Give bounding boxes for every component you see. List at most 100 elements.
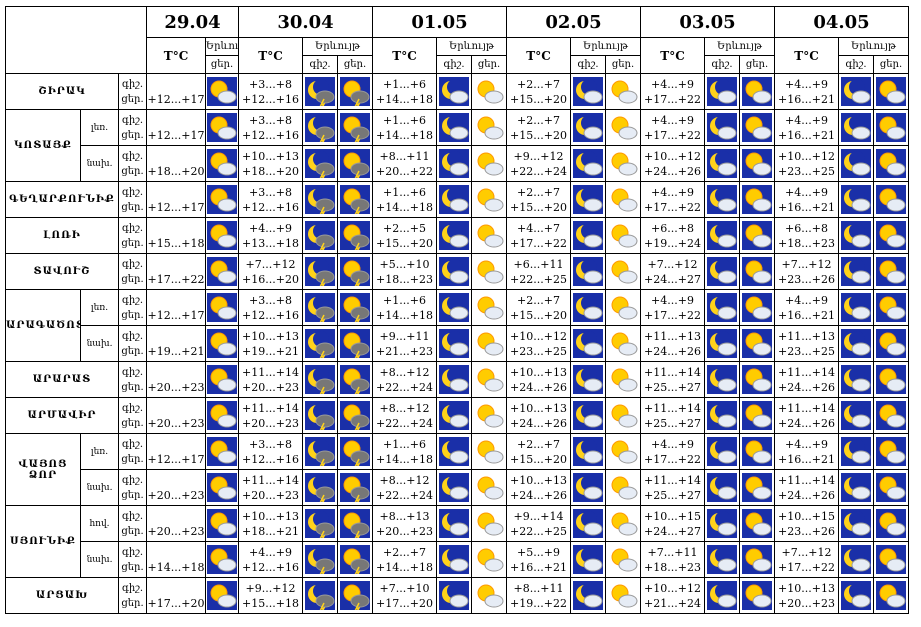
- temperature: +10...+12 +21...+24: [640, 577, 706, 614]
- night-temp: +8...+11: [379, 149, 430, 163]
- icon-cell: [838, 109, 875, 146]
- night-temp: +5...+9: [517, 545, 560, 559]
- night-temp: +10...+13: [242, 509, 299, 523]
- icon-cell: [570, 217, 607, 254]
- temperature: +1...+6 +14...+18: [372, 73, 438, 110]
- night-temp: +8...+12: [379, 401, 430, 415]
- day-temp: +20...+22: [376, 164, 433, 178]
- icon-cell: [436, 145, 473, 182]
- night-temp: +7...+10: [379, 581, 430, 595]
- zone-label: հով.: [80, 505, 119, 542]
- icon-cell: [205, 253, 240, 290]
- day-label: ցեր.: [121, 165, 144, 177]
- weather-icon: [707, 509, 738, 538]
- weather-icon: [474, 149, 505, 178]
- temperature: +10...+12 +23...+25: [774, 145, 840, 182]
- night-temp: +2...+7: [517, 113, 560, 127]
- temperature: +12...+17: [146, 289, 207, 326]
- temp-header: T°C: [774, 37, 840, 74]
- icon-cell: [337, 109, 374, 146]
- night-temp: +11...+13: [778, 329, 835, 343]
- night-temp: +4...+9: [785, 77, 828, 91]
- icon-cell: [570, 433, 607, 470]
- night-temp: +2...+5: [383, 221, 426, 235]
- icon-cell: [471, 289, 508, 326]
- weather-icon: [474, 113, 505, 142]
- weather-icon: [340, 509, 371, 538]
- temperature: +4...+9 +16...+21: [774, 433, 840, 470]
- weather-icon: [876, 329, 907, 358]
- day-temp: +15...+20: [376, 236, 433, 250]
- icon-cell: [838, 361, 875, 398]
- icon-cell: [873, 109, 910, 146]
- temperature: +2...+7 +15...+20: [506, 73, 572, 110]
- icon-cell: [873, 397, 910, 434]
- icon-cell: [205, 397, 240, 434]
- weather-icon: [207, 365, 238, 394]
- weather-icon: [474, 185, 505, 214]
- time-labels: գիշ. ցեր.: [117, 325, 148, 362]
- day-temp: +22...+24: [376, 416, 433, 430]
- icon-cell: [873, 541, 910, 578]
- spacer: [148, 293, 205, 308]
- weather-icon: [742, 293, 773, 322]
- zone-label: նախ.: [80, 325, 119, 362]
- spacer: [148, 221, 205, 236]
- icon-cell: [205, 217, 240, 254]
- weather-icon: [207, 329, 238, 358]
- night-temp: +4...+9: [785, 185, 828, 199]
- region-name: ԳԵՂԱՐՔՈՒՆԻՔ: [5, 181, 119, 218]
- day-temp: +14...+18: [147, 560, 205, 574]
- time-labels: գիշ. ցեր.: [117, 433, 148, 470]
- temperature: +17...+20: [146, 577, 207, 614]
- night-label: գիշ.: [121, 474, 144, 486]
- temp-header: T°C: [640, 37, 706, 74]
- night-temp: +11...+14: [778, 401, 835, 415]
- weather-icon: [841, 473, 872, 502]
- night-temp: +10...+12: [778, 149, 835, 163]
- icon-cell: [605, 397, 642, 434]
- day-temp: +24...+26: [510, 488, 567, 502]
- temperature: +12...+17: [146, 181, 207, 218]
- icon-cell: [302, 181, 339, 218]
- icon-cell: [838, 577, 875, 614]
- day-temp: +18...+23: [644, 560, 701, 574]
- weather-icon: [340, 185, 371, 214]
- day-temp: +15...+18: [147, 236, 205, 250]
- icon-cell: [471, 73, 508, 110]
- icon-cell: [436, 181, 473, 218]
- night-temp: +4...+9: [651, 293, 694, 307]
- weather-icon: [608, 581, 639, 610]
- temperature: +6...+8 +18...+23: [774, 217, 840, 254]
- day-temp: +12...+17: [147, 128, 205, 142]
- region-row: ԱՐԱԳԱԾՈՏՆլեռ.գիշ.ցեր.+12...+17+3...+8+12…: [5, 289, 910, 362]
- icon-cell: [739, 325, 776, 362]
- temperature: +20...+23: [146, 397, 207, 434]
- icon-cell: [739, 469, 776, 506]
- icon-cell: [302, 73, 339, 110]
- icon-cell: [704, 217, 741, 254]
- day-temp: +14...+18: [376, 200, 433, 214]
- icon-cell: [302, 217, 339, 254]
- day-temp: +20...+23: [242, 488, 299, 502]
- icon-cell: [704, 181, 741, 218]
- day-temp: +20...+23: [242, 380, 299, 394]
- weather-icon: [340, 329, 371, 358]
- night-temp: +8...+12: [379, 473, 430, 487]
- day-temp: +15...+20: [510, 128, 567, 142]
- temperature: +3...+8 +12...+16: [238, 181, 304, 218]
- night-temp: +7...+11: [647, 545, 698, 559]
- night-temp: +3...+8: [249, 437, 292, 451]
- day-temp: +20...+23: [147, 488, 205, 502]
- icon-cell: [873, 253, 910, 290]
- weather-icon: [474, 257, 505, 286]
- weather-icon: [707, 149, 738, 178]
- temperature: +11...+14 +20...+23: [238, 397, 304, 434]
- temperature: +11...+14 +25...+27: [640, 469, 706, 506]
- phenomenon-header: Երևույթ: [436, 37, 508, 56]
- icon-cell: [873, 145, 910, 182]
- night-temp: +7...+12: [781, 545, 832, 559]
- phenomenon-header: Երևույթ: [205, 37, 240, 56]
- temperature: +6...+11 +22...+25: [506, 253, 572, 290]
- icon-cell: [838, 541, 875, 578]
